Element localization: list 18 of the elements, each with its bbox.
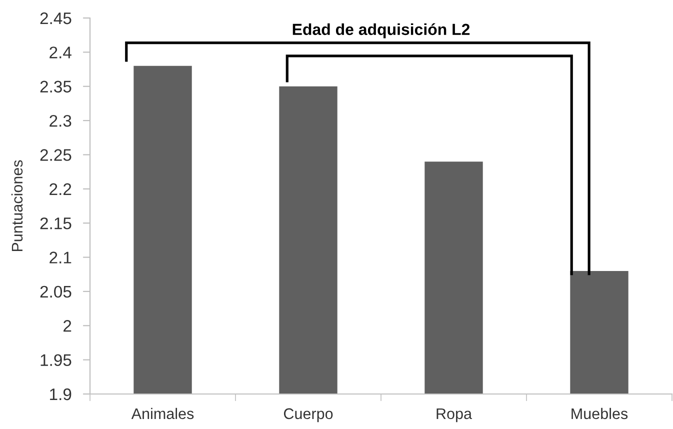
x-tick-label: Ropa bbox=[436, 408, 472, 422]
y-tick-label: 2.35 bbox=[40, 80, 72, 93]
y-tick-label: 2.05 bbox=[40, 286, 72, 298]
chart-title: Edad de adquisición L2 bbox=[292, 23, 470, 38]
y-tick-label: 1.95 bbox=[40, 354, 72, 366]
y-tick-label: 2 bbox=[64, 320, 72, 332]
x-tick-label: Muebles bbox=[572, 408, 628, 420]
x-tick-label: Cuerpo bbox=[284, 408, 333, 422]
x-tick-label: Animales bbox=[131, 408, 194, 420]
y-tick-label: 2.25 bbox=[40, 149, 72, 161]
y-tick-label: 2.2 bbox=[50, 183, 72, 195]
y-axis-title: Puntuaciones bbox=[11, 160, 23, 252]
y-tick-label: 1.9 bbox=[50, 388, 72, 400]
y-tick-label: 2.1 bbox=[50, 252, 72, 264]
y-tick-label: 2.3 bbox=[50, 114, 72, 127]
y-tick-label: 2.4 bbox=[50, 46, 72, 58]
y-tick-label: 2.45 bbox=[40, 12, 72, 24]
y-tick-label: 2.15 bbox=[40, 217, 72, 230]
